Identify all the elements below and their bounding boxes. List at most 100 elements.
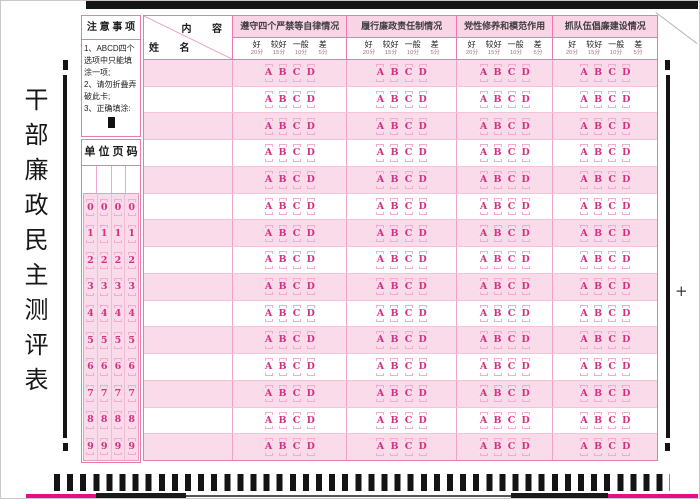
option-bubble-B[interactable]: B (390, 197, 399, 216)
option-bubble-B[interactable]: B (494, 171, 502, 189)
option-bubble-A[interactable]: A (479, 90, 488, 109)
name-input-cell[interactable] (144, 354, 232, 380)
digit-bubble-3[interactable]: 3 (100, 278, 109, 296)
option-bubble-B[interactable]: B (390, 171, 399, 189)
option-bubble-D[interactable]: D (622, 331, 630, 349)
option-bubble-B[interactable]: B (279, 64, 287, 82)
option-bubble-B[interactable]: B (390, 90, 399, 109)
unit-page-write-cell[interactable] (125, 166, 140, 193)
name-input-cell[interactable] (144, 434, 232, 460)
option-bubble-D[interactable]: D (622, 144, 630, 162)
option-bubble-B[interactable]: B (594, 411, 602, 430)
digit-bubble-6[interactable]: 6 (100, 358, 109, 376)
option-bubble-C[interactable]: C (608, 171, 617, 189)
option-bubble-C[interactable]: C (292, 411, 301, 430)
digit-bubble-7[interactable]: 7 (127, 384, 136, 403)
option-bubble-D[interactable]: D (419, 438, 427, 456)
name-input-cell[interactable] (144, 220, 232, 246)
option-bubble-C[interactable]: C (292, 64, 301, 82)
option-bubble-C[interactable]: C (292, 117, 301, 136)
option-bubble-D[interactable]: D (307, 171, 315, 189)
option-bubble-C[interactable]: C (404, 384, 413, 403)
option-bubble-C[interactable]: C (292, 304, 301, 323)
option-bubble-C[interactable]: C (507, 144, 516, 162)
option-bubble-D[interactable]: D (419, 197, 427, 216)
option-bubble-A[interactable]: A (264, 384, 273, 403)
option-bubble-D[interactable]: D (522, 358, 530, 376)
option-bubble-C[interactable]: C (292, 144, 301, 162)
option-bubble-A[interactable]: A (479, 197, 488, 216)
option-bubble-C[interactable]: C (507, 64, 516, 82)
option-bubble-B[interactable]: B (390, 438, 399, 456)
option-bubble-D[interactable]: D (419, 224, 427, 243)
option-bubble-D[interactable]: D (622, 277, 630, 296)
digit-bubble-4[interactable]: 4 (113, 304, 122, 323)
option-bubble-A[interactable]: A (479, 144, 488, 162)
option-bubble-A[interactable]: A (376, 331, 385, 349)
option-bubble-A[interactable]: A (479, 117, 488, 136)
option-bubble-C[interactable]: C (608, 384, 617, 403)
unit-page-write-cell[interactable] (82, 166, 96, 193)
option-bubble-D[interactable]: D (522, 331, 530, 349)
option-bubble-A[interactable]: A (376, 117, 385, 136)
option-bubble-C[interactable]: C (507, 331, 516, 349)
digit-bubble-5[interactable]: 5 (113, 331, 122, 350)
option-bubble-D[interactable]: D (622, 438, 630, 456)
option-bubble-C[interactable]: C (404, 251, 413, 269)
name-input-cell[interactable] (144, 87, 232, 113)
option-bubble-C[interactable]: C (404, 64, 413, 82)
option-bubble-A[interactable]: A (264, 438, 273, 456)
option-bubble-C[interactable]: C (507, 358, 516, 376)
name-input-cell[interactable] (144, 381, 232, 407)
option-bubble-D[interactable]: D (419, 277, 427, 296)
option-bubble-D[interactable]: D (522, 411, 530, 430)
option-bubble-A[interactable]: A (580, 117, 589, 136)
option-bubble-B[interactable]: B (494, 358, 502, 376)
option-bubble-D[interactable]: D (622, 64, 630, 82)
option-bubble-D[interactable]: D (522, 251, 530, 269)
option-bubble-A[interactable]: A (264, 224, 273, 243)
option-bubble-A[interactable]: A (580, 411, 589, 430)
option-bubble-B[interactable]: B (279, 197, 287, 216)
digit-bubble-9[interactable]: 9 (127, 437, 136, 456)
option-bubble-A[interactable]: A (264, 90, 273, 109)
option-bubble-A[interactable]: A (479, 224, 488, 243)
option-bubble-B[interactable]: B (494, 331, 502, 349)
option-bubble-A[interactable]: A (264, 331, 273, 349)
option-bubble-C[interactable]: C (608, 438, 617, 456)
option-bubble-B[interactable]: B (594, 171, 602, 189)
option-bubble-C[interactable]: C (404, 277, 413, 296)
option-bubble-B[interactable]: B (494, 197, 502, 216)
option-bubble-C[interactable]: C (608, 411, 617, 430)
option-bubble-D[interactable]: D (307, 144, 315, 162)
option-bubble-A[interactable]: A (376, 411, 385, 430)
option-bubble-B[interactable]: B (390, 251, 399, 269)
option-bubble-D[interactable]: D (307, 304, 315, 323)
option-bubble-D[interactable]: D (622, 197, 630, 216)
digit-bubble-1[interactable]: 1 (86, 225, 95, 243)
option-bubble-D[interactable]: D (307, 331, 315, 349)
option-bubble-D[interactable]: D (419, 171, 427, 189)
name-input-cell[interactable] (144, 194, 232, 220)
option-bubble-D[interactable]: D (622, 304, 630, 323)
option-bubble-B[interactable]: B (494, 117, 502, 136)
unit-page-write-cell[interactable] (95, 166, 111, 193)
option-bubble-C[interactable]: C (608, 64, 617, 82)
option-bubble-A[interactable]: A (580, 64, 589, 82)
option-bubble-A[interactable]: A (264, 64, 273, 82)
option-bubble-A[interactable]: A (264, 251, 273, 269)
digit-bubble-1[interactable]: 1 (113, 225, 122, 243)
digit-bubble-2[interactable]: 2 (113, 251, 122, 270)
option-bubble-A[interactable]: A (264, 277, 273, 296)
option-bubble-D[interactable]: D (522, 171, 530, 189)
option-bubble-B[interactable]: B (390, 358, 399, 376)
option-bubble-B[interactable]: B (390, 384, 399, 403)
name-input-cell[interactable] (144, 60, 232, 86)
digit-bubble-0[interactable]: 0 (127, 198, 136, 217)
option-bubble-B[interactable]: B (594, 90, 602, 109)
option-bubble-A[interactable]: A (580, 358, 589, 376)
option-bubble-B[interactable]: B (494, 64, 502, 82)
option-bubble-B[interactable]: B (594, 197, 602, 216)
option-bubble-C[interactable]: C (507, 438, 516, 456)
digit-bubble-7[interactable]: 7 (113, 384, 122, 403)
